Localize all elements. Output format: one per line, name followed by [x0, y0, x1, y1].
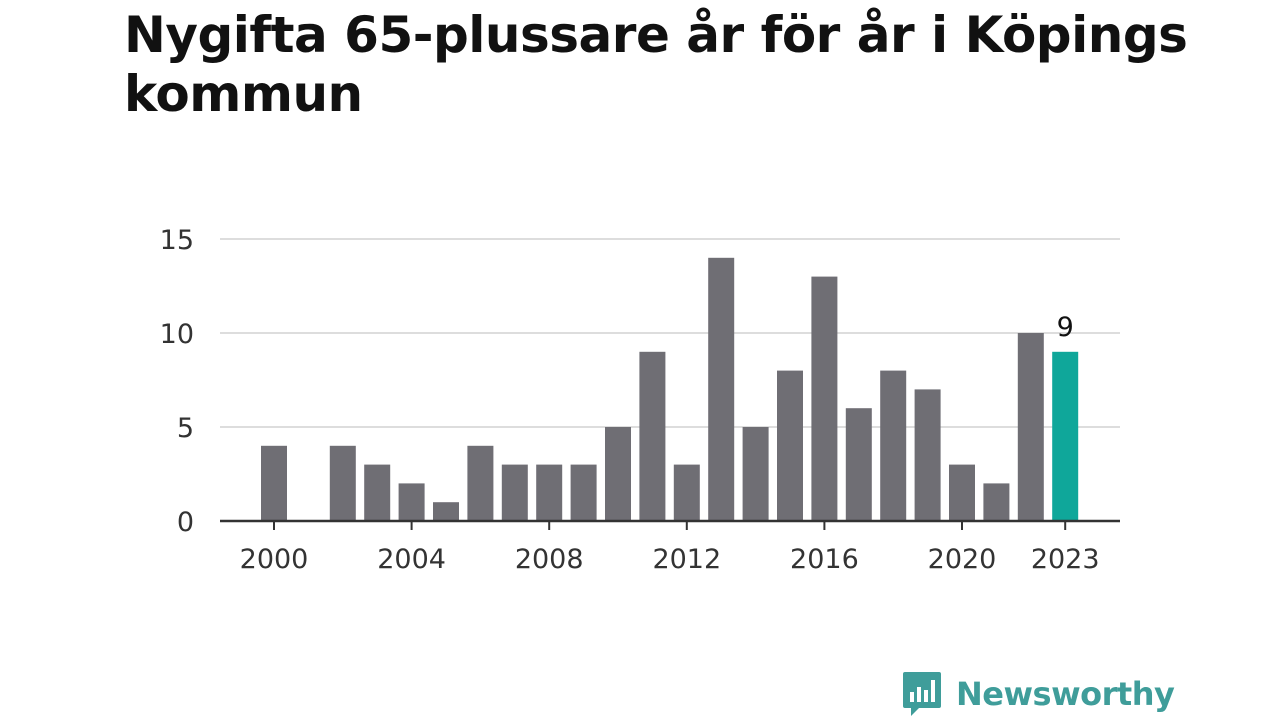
gridlines	[220, 238, 1120, 428]
bar-2015	[777, 370, 803, 521]
bar-2011	[639, 351, 666, 521]
x-axis-ticks: 2000 2004 2008 2012 2016 2020 2023	[220, 519, 1120, 575]
bar-2023	[1052, 351, 1079, 521]
bars	[261, 257, 1079, 521]
data-label-2023: 9	[1057, 312, 1074, 343]
bar-2010	[605, 427, 631, 521]
bar-2002	[329, 445, 356, 521]
x-tick-label-2012: 2012	[652, 544, 721, 575]
x-tick-label-2004: 2004	[377, 544, 446, 575]
y-tick-label-5: 5	[177, 413, 194, 444]
bar-2003	[364, 464, 391, 521]
x-tick-label-2023: 2023	[1031, 544, 1100, 575]
data-labels: 9	[1057, 312, 1074, 343]
y-tick-label-0: 0	[177, 507, 194, 538]
chart-title: Nygifta 65-plussare år för år i Köpings …	[124, 6, 1188, 123]
bar-2007	[501, 464, 528, 521]
y-tick-label-10: 10	[160, 319, 194, 350]
y-tick-label-15: 15	[160, 225, 194, 256]
brand-name: Newsworthy	[956, 675, 1175, 713]
bar-2020	[949, 464, 975, 521]
bar-chart: 0 5 10 15 2000 2004 2008 2012 2016 2020 2023 9	[160, 225, 1120, 575]
bar-2012	[673, 464, 700, 521]
bar-2018	[880, 370, 907, 521]
bar-2008	[536, 464, 563, 521]
x-tick-label-2016: 2016	[790, 544, 859, 575]
bar-2004	[398, 483, 425, 521]
bar-2009	[570, 464, 597, 521]
bar-2000	[261, 445, 287, 521]
bar-2017	[845, 408, 872, 521]
bar-2005	[433, 502, 459, 521]
brand-logo: Newsworthy	[902, 670, 1175, 718]
bar-2006	[467, 445, 494, 521]
bar-2014	[742, 427, 769, 521]
x-tick-label-2000: 2000	[240, 544, 309, 575]
x-tick-label-2020: 2020	[928, 544, 997, 575]
newsworthy-logo-icon	[903, 672, 941, 716]
x-tick-label-2008: 2008	[515, 544, 584, 575]
y-axis-ticks: 0 5 10 15	[160, 225, 194, 538]
bar-2021	[983, 483, 1010, 521]
bar-2019	[914, 389, 941, 521]
bar-2013	[708, 257, 735, 521]
bar-2016	[811, 276, 838, 521]
bar-2022	[1017, 333, 1044, 521]
